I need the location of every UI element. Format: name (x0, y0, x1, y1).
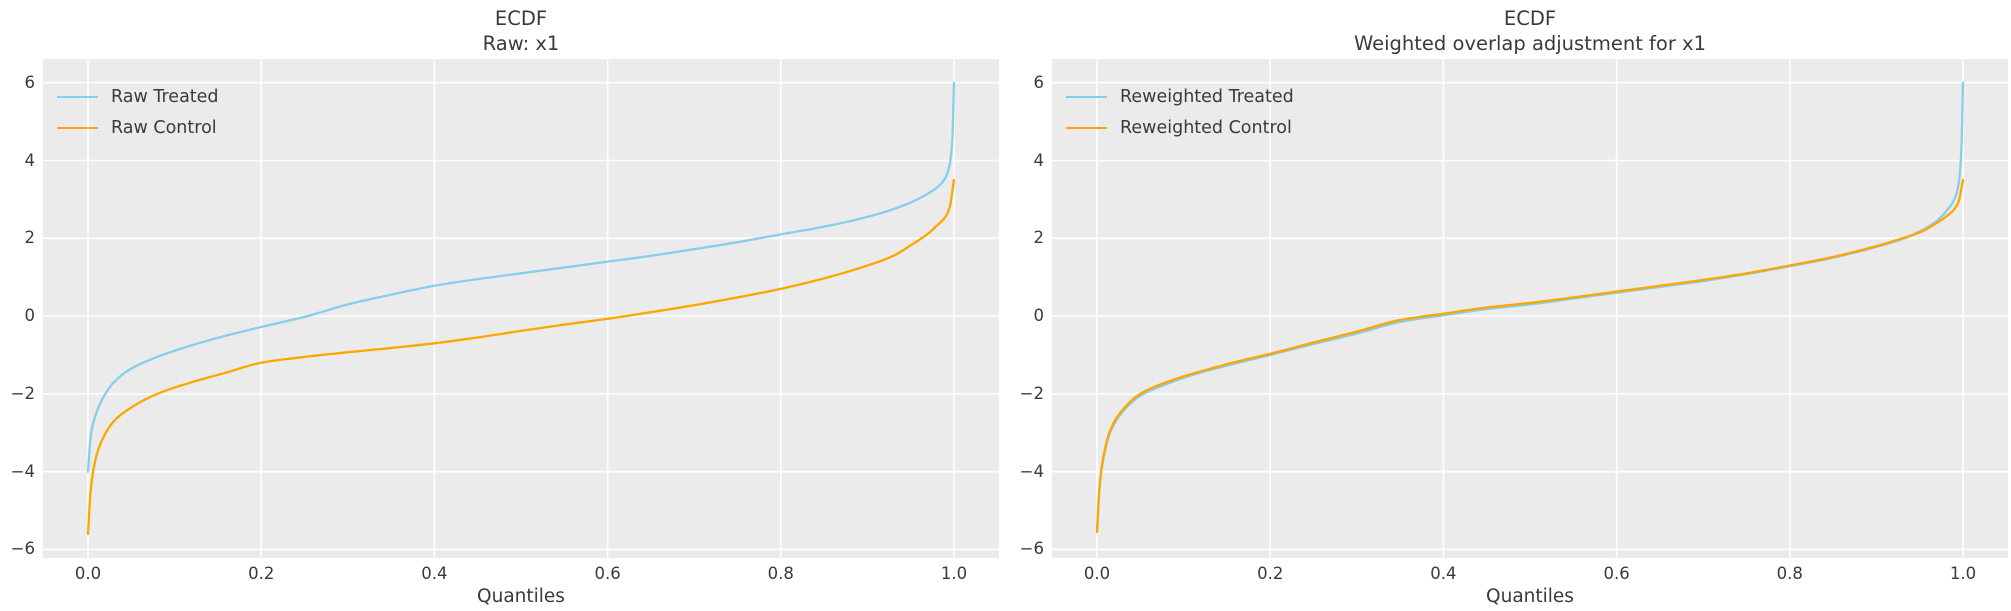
right-x-tick-label: 0.4 (1430, 564, 1457, 583)
left-y-tick-label: 6 (24, 72, 36, 92)
series-line (1095, 178, 1965, 534)
left-chart-canvas (43, 59, 999, 558)
legend-label: Reweighted Control (1120, 117, 1292, 138)
legend-item: Raw Treated (57, 81, 219, 112)
legend-line-swatch (1066, 95, 1107, 98)
right-chart-canvas (1052, 59, 2008, 558)
right-y-tick-label: 2 (1033, 228, 1045, 248)
legend-label: Raw Treated (111, 86, 219, 107)
left-y-tick-label: −4 (10, 461, 35, 481)
left-y-tick-label: −2 (10, 383, 35, 403)
legend-item: Raw Control (57, 112, 219, 143)
right-plot-title-line1: ECDF (1503, 7, 1557, 30)
right-y-tick-label: 0 (1033, 306, 1045, 326)
right-y-tick-label: 6 (1033, 72, 1045, 92)
left-plot-legend: Raw Treated Raw Control (57, 81, 219, 143)
left-x-tick-label: 1.0 (940, 564, 968, 583)
left-plot-title-line2: Raw: x1 (482, 32, 560, 55)
right-x-tick-label: 0.6 (1603, 564, 1630, 583)
legend-line-swatch (57, 126, 98, 129)
right-plot-title: ECDF Weighted overlap adjustment for x1 (1052, 6, 2008, 56)
left-y-tick-label: 4 (24, 150, 36, 170)
legend-label: Reweighted Treated (1120, 86, 1294, 107)
left-y-tick-label: 0 (24, 306, 36, 326)
series-line (86, 81, 956, 473)
right-x-tick-label: 0.0 (1083, 564, 1111, 583)
left-y-tick-label: 2 (24, 228, 36, 248)
series-line (1095, 81, 1965, 534)
right-x-tick-label: 0.2 (1257, 564, 1284, 583)
legend-line-swatch (1066, 126, 1107, 129)
left-plot-x-axis-label: Quantiles (477, 586, 565, 607)
left-plot-title: ECDF Raw: x1 (43, 6, 999, 56)
right-y-tick-label: 4 (1033, 150, 1045, 170)
left-plot-area: Raw Treated Raw Control (43, 59, 999, 558)
left-x-tick-label: 0.4 (421, 564, 448, 583)
right-plot-area: Reweighted Treated Reweighted Control (1052, 59, 2008, 558)
legend-item: Reweighted Treated (1066, 81, 1294, 112)
left-y-tick-label: −6 (10, 539, 35, 559)
right-y-tick-label: −2 (1019, 383, 1044, 403)
left-x-tick-label: 0.6 (594, 564, 621, 583)
legend-item: Reweighted Control (1066, 112, 1294, 143)
right-y-tick-label: −6 (1019, 539, 1044, 559)
right-x-tick-label: 1.0 (1949, 564, 1977, 583)
series-line (86, 178, 956, 536)
right-x-tick-label: 0.8 (1776, 564, 1803, 583)
right-plot-title-line2: Weighted overlap adjustment for x1 (1354, 32, 1706, 55)
legend-label: Raw Control (111, 117, 217, 138)
left-x-tick-label: 0.2 (248, 564, 275, 583)
right-y-tick-label: −4 (1019, 461, 1044, 481)
legend-line-swatch (57, 95, 98, 98)
left-plot-title-line1: ECDF (494, 7, 548, 30)
left-x-tick-label: 0.0 (74, 564, 102, 583)
right-plot-x-axis-label: Quantiles (1486, 586, 1574, 607)
right-plot-legend: Reweighted Treated Reweighted Control (1066, 81, 1294, 143)
left-x-tick-label: 0.8 (767, 564, 794, 583)
